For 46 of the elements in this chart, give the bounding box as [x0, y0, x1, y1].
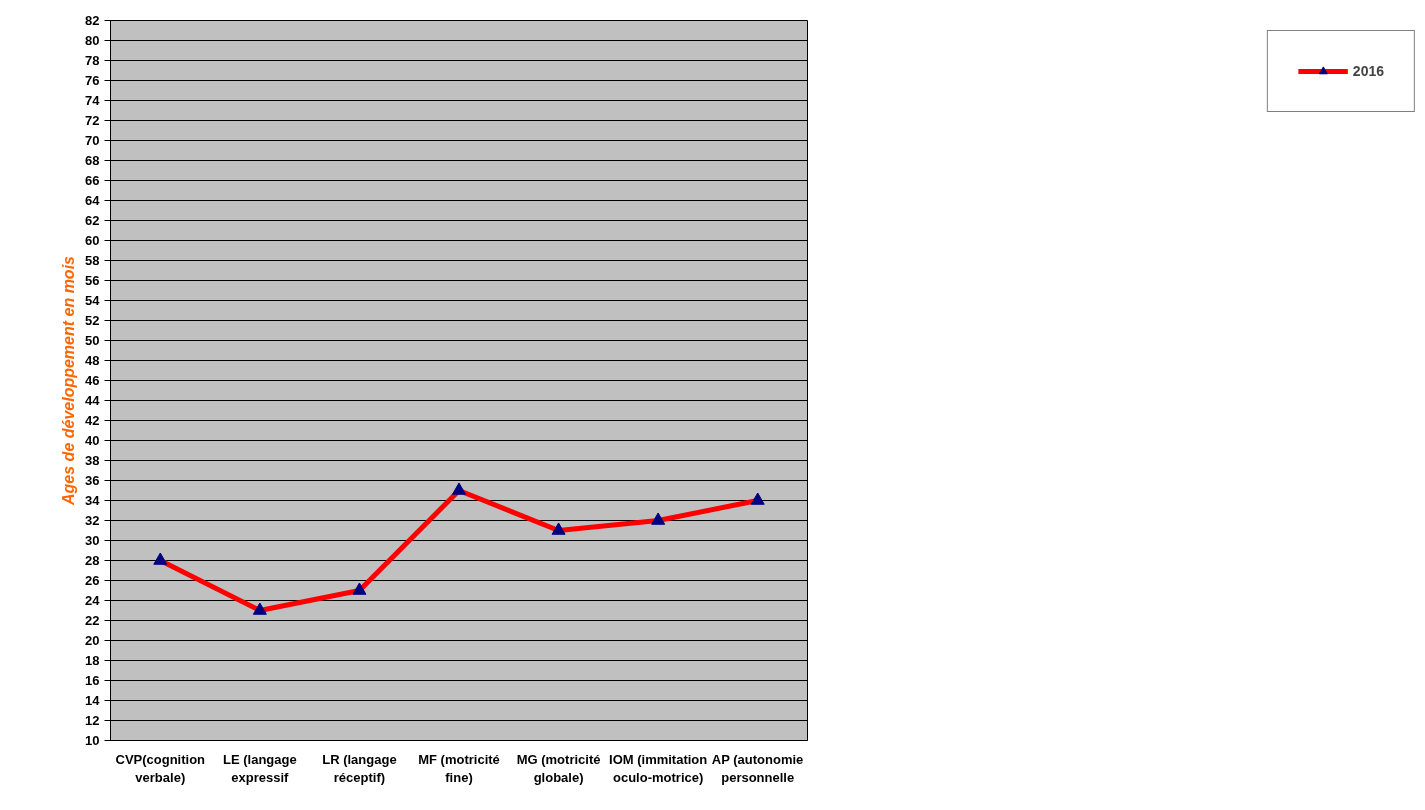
y-tick-label: 10 [85, 733, 100, 748]
y-tick-label: 38 [85, 453, 100, 468]
y-tick-label: 72 [85, 113, 100, 128]
y-tick-label: 32 [85, 513, 100, 528]
y-tick-label: 44 [85, 393, 101, 408]
y-tick-label: 66 [85, 173, 100, 188]
y-tick-label: 24 [85, 593, 101, 608]
y-tick-label: 20 [85, 633, 100, 648]
y-tick-label: 76 [85, 73, 100, 88]
x-tick-label: LR (langage réceptif) [322, 751, 397, 785]
y-tick-label: 26 [85, 573, 100, 588]
y-tick-label: 50 [85, 333, 100, 348]
y-tick-label: 22 [85, 613, 100, 628]
y-tick-label: 40 [85, 433, 100, 448]
y-tick-label: 56 [85, 273, 100, 288]
y-tick-label: 30 [85, 533, 100, 548]
y-axis-title: Ages de développement en mois [60, 255, 78, 506]
y-tick-label: 28 [85, 553, 100, 568]
y-tick-label: 58 [85, 253, 100, 268]
x-tick-label: MF (motricité fine) [418, 751, 500, 785]
y-tick-label: 80 [85, 33, 100, 48]
y-tick-label: 70 [85, 133, 100, 148]
x-tick-label: AP (autonomie personnelle [711, 751, 804, 785]
y-tick-label: 78 [85, 53, 100, 68]
y-tick-label: 14 [85, 693, 101, 708]
x-tick-label: IOM (immitation oculo-motrice) [609, 751, 708, 785]
y-tick-label: 34 [85, 493, 101, 508]
y-tick-label: 36 [85, 473, 100, 488]
x-tick-label: LE (langage expressif [223, 751, 297, 785]
y-tick-label: 64 [85, 193, 101, 208]
y-tick-label: 16 [85, 673, 100, 688]
y-tick-label: 82 [85, 13, 100, 28]
y-tick-label: 74 [85, 93, 101, 108]
y-tick-label: 46 [85, 373, 100, 388]
y-tick-label: 62 [85, 213, 100, 228]
y-tick-label: 18 [85, 653, 100, 668]
x-tick-label: CVP(cognition verbale) [115, 751, 206, 785]
y-tick-label: 48 [85, 353, 100, 368]
y-tick-label: 60 [85, 233, 100, 248]
legend-label: 2016 [1352, 63, 1384, 79]
y-tick-label: 68 [85, 153, 100, 168]
x-tick-label: MG (motricité globale) [516, 751, 601, 785]
y-tick-label: 52 [85, 313, 100, 328]
y-tick-label: 12 [85, 713, 100, 728]
y-tick-label: 42 [85, 413, 100, 428]
y-tick-label: 54 [85, 293, 101, 308]
